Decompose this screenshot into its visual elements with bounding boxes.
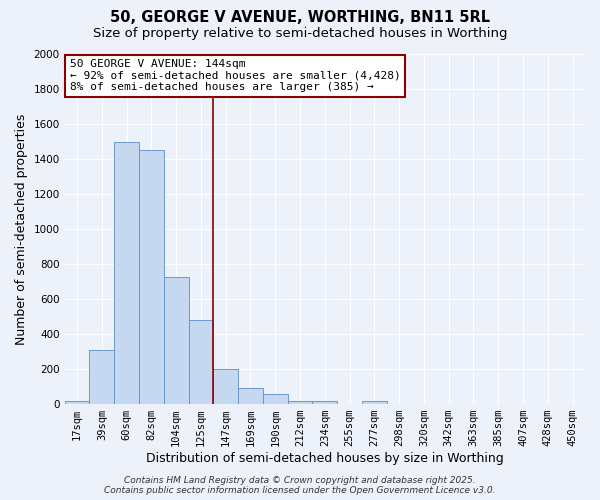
Bar xyxy=(362,402,387,404)
Text: Contains HM Land Registry data © Crown copyright and database right 2025.
Contai: Contains HM Land Registry data © Crown c… xyxy=(104,476,496,495)
Y-axis label: Number of semi-detached properties: Number of semi-detached properties xyxy=(15,114,28,344)
Bar xyxy=(263,394,287,404)
Bar xyxy=(214,369,238,404)
Bar xyxy=(114,142,139,404)
Bar xyxy=(139,150,164,404)
Bar xyxy=(188,320,214,404)
X-axis label: Distribution of semi-detached houses by size in Worthing: Distribution of semi-detached houses by … xyxy=(146,452,504,465)
Bar xyxy=(238,388,263,404)
Text: 50 GEORGE V AVENUE: 144sqm
← 92% of semi-detached houses are smaller (4,428)
8% : 50 GEORGE V AVENUE: 144sqm ← 92% of semi… xyxy=(70,60,401,92)
Text: Size of property relative to semi-detached houses in Worthing: Size of property relative to semi-detach… xyxy=(93,28,507,40)
Bar xyxy=(65,402,89,404)
Bar xyxy=(313,402,337,404)
Bar xyxy=(89,350,114,404)
Bar xyxy=(164,277,188,404)
Text: 50, GEORGE V AVENUE, WORTHING, BN11 5RL: 50, GEORGE V AVENUE, WORTHING, BN11 5RL xyxy=(110,10,490,25)
Bar xyxy=(287,402,313,404)
